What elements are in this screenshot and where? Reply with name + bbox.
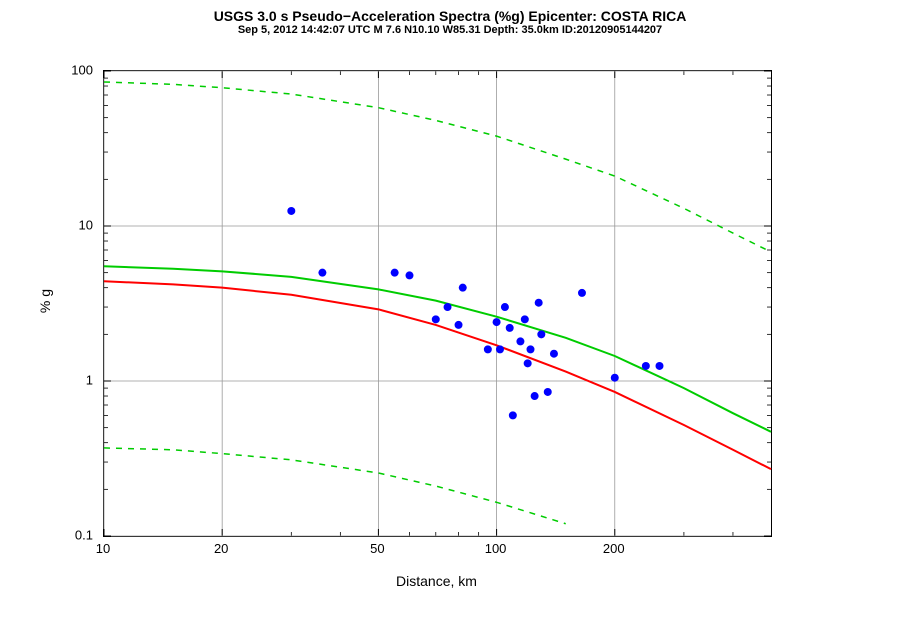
- y-tick-label: 10: [79, 218, 93, 233]
- data-point: [537, 330, 545, 338]
- data-point: [501, 303, 509, 311]
- data-point: [484, 345, 492, 353]
- data-point: [544, 388, 552, 396]
- data-point: [318, 269, 326, 277]
- data-point: [526, 345, 534, 353]
- x-tick-label: 20: [214, 541, 228, 556]
- chart-title-block: USGS 3.0 s Pseudo−Acceleration Spectra (…: [0, 8, 900, 36]
- data-point: [459, 284, 467, 292]
- y-axis-label: % g: [37, 288, 53, 312]
- data-point: [493, 318, 501, 326]
- data-point: [578, 289, 586, 297]
- data-point: [506, 324, 514, 332]
- data-point: [391, 269, 399, 277]
- data-point: [405, 271, 413, 279]
- data-point: [531, 392, 539, 400]
- data-point: [444, 303, 452, 311]
- data-point: [642, 362, 650, 370]
- data-point: [455, 321, 463, 329]
- data-point: [550, 350, 558, 358]
- data-point: [509, 411, 517, 419]
- chart-container: USGS 3.0 s Pseudo−Acceleration Spectra (…: [0, 0, 900, 620]
- y-tick-label: 0.1: [75, 528, 93, 543]
- data-point: [287, 207, 295, 215]
- data-point: [524, 359, 532, 367]
- x-axis-label: Distance, km: [103, 573, 770, 589]
- plot-svg: [104, 71, 771, 536]
- y-tick-label: 100: [71, 63, 93, 78]
- curve-median-red: [104, 281, 771, 469]
- y-tick-label: 1: [86, 373, 93, 388]
- x-tick-label: 10: [96, 541, 110, 556]
- chart-subtitle: Sep 5, 2012 14:42:07 UTC M 7.6 N10.10 W8…: [0, 24, 900, 36]
- curve-median-green: [104, 266, 771, 432]
- chart-title: USGS 3.0 s Pseudo−Acceleration Spectra (…: [0, 8, 900, 24]
- curve-upper-bound: [104, 82, 771, 252]
- x-tick-label: 50: [370, 541, 384, 556]
- data-point: [611, 374, 619, 382]
- data-point: [656, 362, 664, 370]
- data-point: [535, 299, 543, 307]
- data-point: [496, 345, 504, 353]
- plot-area: [103, 70, 772, 537]
- data-point: [521, 315, 529, 323]
- x-tick-label: 100: [485, 541, 507, 556]
- data-point: [516, 337, 524, 345]
- x-tick-label: 200: [603, 541, 625, 556]
- data-point: [432, 315, 440, 323]
